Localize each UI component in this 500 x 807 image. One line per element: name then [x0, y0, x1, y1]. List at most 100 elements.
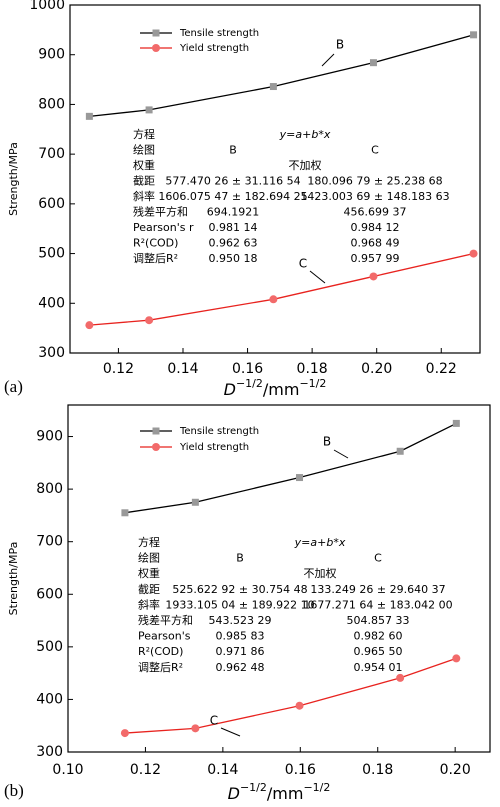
marker	[369, 59, 377, 67]
y-tick-label: 300	[36, 744, 63, 760]
x-axis-label-part: −1/2	[303, 781, 330, 794]
x-tick-label: 0.14	[167, 361, 198, 377]
legend-label: Yield strength	[179, 442, 249, 453]
table-cell: y=a+b*x	[279, 128, 331, 141]
table-row-label: 截距	[133, 174, 155, 188]
annotation-leader	[321, 53, 335, 67]
annotation-leader	[333, 449, 349, 459]
table-cell: 1933.105 04 ± 189.922 10	[165, 598, 314, 611]
y-tick-label: 600	[38, 196, 65, 212]
table-row-label: 方程	[138, 535, 160, 549]
x-tick-label: 0.16	[285, 762, 316, 778]
plot-frame	[69, 4, 481, 354]
y-tick-label: 500	[36, 639, 63, 655]
table-row-label: 调整后R²	[138, 660, 183, 674]
x-tick-label: 0.10	[52, 762, 83, 778]
y-tick-label: 600	[36, 586, 63, 602]
table-cell: 0.950 18	[209, 252, 258, 265]
table-row-label: 调整后R²	[133, 251, 178, 265]
marker	[120, 729, 129, 738]
marker	[295, 701, 304, 710]
y-tick-label: 300	[38, 345, 65, 361]
x-tick-label: 0.18	[362, 762, 393, 778]
table-cell: 0.962 63	[209, 237, 258, 250]
x-axis-label-part: D	[228, 784, 240, 803]
panel-label: (b)	[4, 781, 24, 800]
x-tick-label: 0.12	[103, 361, 134, 377]
table-cell: 577.470 26 ± 31.116 54	[165, 175, 300, 188]
y-tick-label: 400	[38, 295, 65, 311]
marker	[85, 321, 94, 330]
annotation: B	[323, 435, 331, 449]
table-cell: B	[229, 144, 237, 157]
marker	[191, 724, 200, 733]
series-line	[124, 422, 457, 514]
x-axis-label: D−1/2/mm−1/2	[224, 377, 327, 399]
table-cell: 504.857 33	[347, 614, 410, 627]
table-cell: y=a+b*x	[294, 536, 346, 549]
table-cell: 0.957 99	[351, 252, 400, 265]
marker	[396, 447, 404, 455]
annotation-leader	[309, 270, 326, 284]
table-row-label: 斜率	[138, 597, 160, 611]
x-axis-label-part: −1/2	[236, 377, 263, 390]
table-cell: 不加权	[289, 159, 322, 172]
table-row-label: 截距	[138, 582, 160, 596]
marker	[469, 249, 478, 258]
table-cell: 456.699 37	[344, 206, 407, 219]
table-cell: 1423.003 69 ± 148.183 63	[300, 190, 449, 203]
table-row-label: Pearson's r	[133, 221, 194, 234]
table-cell: 0.982 60	[354, 630, 403, 643]
table-row-label: 绘图	[138, 551, 160, 565]
y-axis-label: Strength/MPa	[7, 142, 20, 216]
y-tick-label: 900	[38, 47, 65, 63]
table-cell: 0.971 86	[216, 645, 265, 658]
marker	[396, 673, 405, 682]
x-axis-label-part: −1/2	[240, 781, 267, 794]
table-cell: 0.965 50	[354, 645, 403, 658]
table-row-label: 权重	[133, 158, 155, 172]
x-tick-label: 0.14	[207, 762, 238, 778]
x-tick-label: 0.18	[297, 361, 328, 377]
y-axis-label: Strength/MPa	[7, 542, 20, 616]
x-axis-label-part: /mm	[267, 784, 304, 803]
table-cell: B	[236, 552, 244, 565]
marker	[145, 106, 153, 114]
legend-marker	[152, 443, 160, 451]
panel-label: (a)	[4, 377, 23, 396]
x-axis-label-part: D	[224, 380, 236, 399]
table-row-label: R²(COD)	[138, 645, 183, 658]
annotation: C	[299, 257, 307, 271]
table-cell: 0.981 14	[209, 221, 258, 234]
marker	[369, 272, 378, 281]
annotation: C	[210, 714, 218, 728]
legend-label: Tensile strength	[179, 28, 259, 39]
y-tick-label: 700	[36, 534, 63, 550]
marker	[296, 474, 304, 482]
table-row-label: 权重	[138, 566, 160, 580]
y-tick-label: 1000	[29, 0, 65, 13]
table-cell: C	[374, 552, 382, 565]
y-tick-label: 500	[38, 246, 65, 262]
series-line	[89, 34, 474, 118]
table-cell: 525.622 92 ± 30.754 48	[172, 583, 307, 596]
table-row-label: R²(COD)	[133, 237, 178, 250]
table-cell: 0.962 48	[216, 661, 265, 674]
table-cell: 0.968 49	[351, 237, 400, 250]
table-cell: 133.249 26 ± 29.640 37	[310, 583, 445, 596]
x-axis-label-part: −1/2	[299, 377, 326, 390]
table-row-label: 斜率	[133, 189, 155, 203]
x-tick-label: 0.20	[361, 361, 392, 377]
plot-frame	[67, 404, 491, 753]
y-tick-label: 800	[38, 96, 65, 112]
marker	[452, 419, 460, 427]
table-cell: 694.1921	[207, 206, 260, 219]
y-tick-label: 700	[38, 146, 65, 162]
table-cell: 1606.075 47 ± 182.694 25	[158, 190, 307, 203]
marker	[145, 316, 154, 325]
table-cell: C	[371, 144, 379, 157]
table-cell: 不加权	[304, 567, 337, 580]
x-tick-label: 0.22	[426, 361, 457, 377]
legend-marker	[152, 427, 160, 435]
